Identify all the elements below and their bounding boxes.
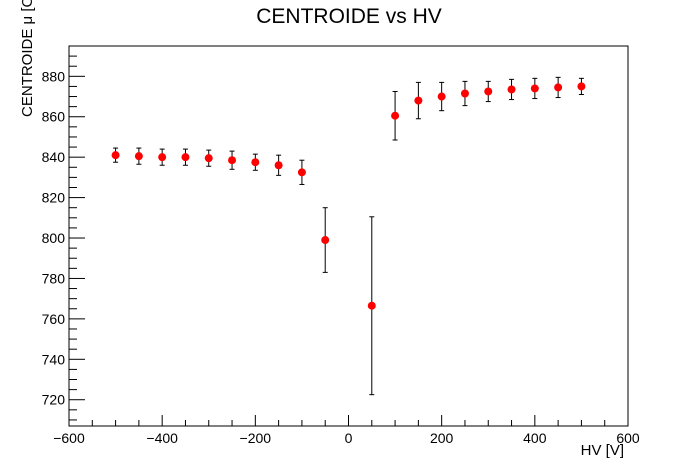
y-tick-label: 740 [42,351,66,367]
data-point [507,85,516,94]
data-point [391,111,400,120]
data-point [251,158,260,167]
data-point [274,161,283,170]
data-point [460,89,469,98]
data-point [414,96,423,105]
x-tick-label: −400 [146,430,178,446]
data-point [577,82,586,91]
data-point [530,84,539,93]
data-point [437,92,446,101]
data-point [134,152,143,161]
data-point [111,151,120,160]
x-tick-label: −600 [53,430,85,446]
plot-frame [68,45,629,427]
data-point [321,236,330,245]
y-tick-label: 720 [42,392,66,408]
chart-title: CENTROIDE vs HV [256,5,442,28]
y-tick-label: 780 [42,270,66,286]
x-tick-label: −200 [240,430,272,446]
data-point [158,153,167,162]
x-tick-label: 400 [523,430,547,446]
x-tick-label: 0 [345,430,353,446]
data-point [554,83,563,92]
x-axis-label: HV [V] [580,442,624,459]
y-tick-label: 760 [42,311,66,327]
x-tick-label: 200 [430,430,454,446]
y-tick-label: 800 [42,230,66,246]
x-tick-label: 600 [616,430,640,446]
y-tick-label: 860 [42,109,66,125]
y-tick-label: 820 [42,190,66,206]
y-tick-label: 840 [42,149,66,165]
data-point [181,153,190,162]
data-point [204,154,213,163]
data-point [367,301,376,310]
data-point [484,87,493,96]
data-point [297,168,306,177]
data-point [228,156,237,165]
y-tick-label: 880 [42,68,66,84]
